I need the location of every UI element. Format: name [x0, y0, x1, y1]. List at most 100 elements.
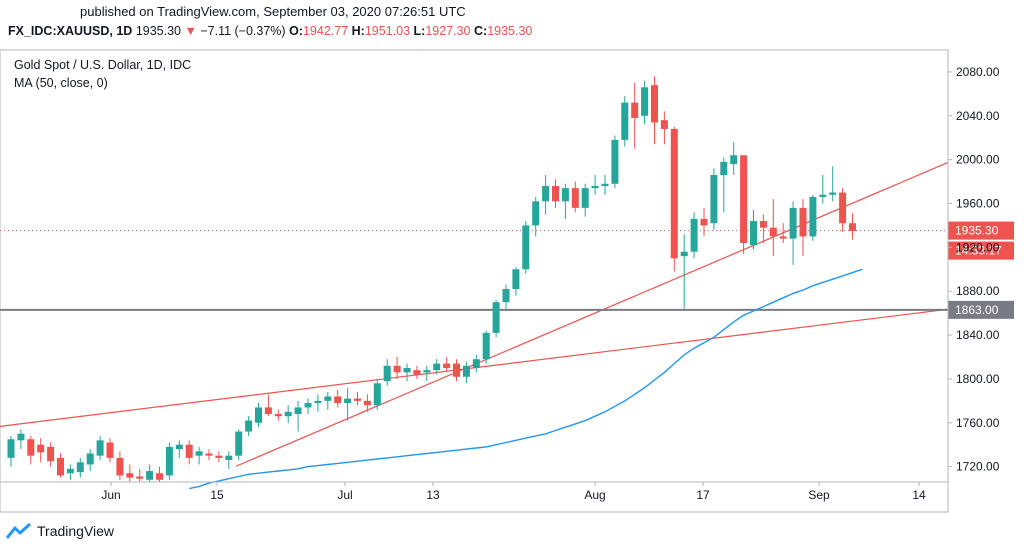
candle-body: [720, 161, 728, 175]
y-tick-label: 2040.00: [956, 109, 1000, 123]
candle-body: [740, 155, 748, 243]
countdown-tag-bg: [948, 241, 1014, 260]
tradingview-footer[interactable]: TradingView: [6, 522, 114, 540]
y-tick-label: 1840.00: [956, 328, 1000, 342]
candle-body: [809, 196, 817, 237]
x-tick-label: Aug: [584, 488, 605, 502]
candle-body: [680, 251, 688, 257]
x-tick-label: 13: [426, 488, 440, 502]
x-tick-label: Sep: [808, 488, 830, 502]
candle-body: [660, 120, 668, 129]
candle-body: [492, 302, 500, 333]
candle-body: [571, 188, 579, 208]
candle-body: [433, 363, 441, 371]
candle-body: [799, 207, 807, 237]
close-label: C:: [474, 24, 488, 38]
y-tick-label: 2080.00: [956, 65, 1000, 79]
candle-body: [849, 223, 856, 231]
candle-body: [730, 155, 738, 165]
candle-body: [7, 439, 15, 458]
last-price-tag: 1935.30: [955, 224, 999, 238]
y-tick-label: 1920.00: [956, 240, 1000, 254]
candle-body: [264, 407, 272, 415]
candle-body: [27, 439, 35, 456]
candle-body: [472, 359, 480, 368]
candle-body: [542, 185, 550, 202]
candle-body: [284, 411, 292, 417]
candle-body: [750, 221, 757, 246]
candle-body: [175, 444, 183, 450]
tradingview-brand: TradingView: [37, 523, 115, 539]
candle-body: [383, 365, 391, 382]
candle-body: [66, 468, 74, 474]
candle-body: [274, 414, 282, 417]
countdown-tag: 14:33:17: [955, 244, 1002, 258]
high-value: 1951.03: [364, 24, 411, 38]
y-tick-label: 1880.00: [956, 284, 1000, 298]
candle-body: [165, 446, 173, 476]
candle-body: [700, 218, 708, 226]
candle-body: [591, 185, 599, 189]
candle-body: [146, 471, 154, 480]
candle-body: [354, 398, 361, 401]
candle-body: [482, 332, 490, 360]
y-tick-label: 1760.00: [956, 416, 1000, 430]
trendline-2: [235, 161, 949, 467]
candle-body: [819, 194, 827, 197]
candle-body: [413, 370, 421, 375]
low-value: 1927.30: [425, 24, 471, 38]
candle-body: [126, 473, 134, 478]
y-tick-label: 2000.00: [956, 153, 1000, 167]
tradingview-logo-icon: [6, 522, 32, 539]
plot-frame: [0, 49, 949, 513]
y-tick-label: 1960.00: [956, 197, 1000, 211]
candle-body: [552, 185, 559, 202]
chart-title: Gold Spot / U.S. Dollar, 1D, IDC: [14, 58, 191, 72]
candle-body: [502, 289, 510, 303]
price-change: −7.11 (−0.37%): [200, 24, 286, 38]
low-label: L:: [413, 24, 426, 38]
candle-body: [373, 383, 381, 406]
candle-body: [789, 207, 797, 239]
candle-body: [581, 188, 589, 208]
hline-price-tag-bg: [948, 300, 1014, 319]
candle-body: [759, 221, 767, 228]
candle-body: [334, 396, 342, 404]
candle-body: [86, 453, 94, 465]
symbol-name[interactable]: FX_IDC:XAUUSD, 1D: [8, 24, 133, 38]
candle-body: [245, 420, 253, 432]
candle-body: [205, 453, 213, 456]
x-tick-label: Jun: [101, 488, 120, 502]
candle-body: [462, 365, 470, 377]
candle-body: [106, 442, 114, 458]
candle-body: [215, 455, 223, 458]
candle-body: [76, 462, 84, 473]
last-price-tag-bg: [948, 221, 1014, 240]
candle-body: [57, 457, 64, 476]
candle-body: [17, 433, 25, 441]
down-arrow-icon: ▼: [184, 24, 197, 38]
candle-body: [829, 192, 837, 195]
symbol-ohlc-bar: FX_IDC:XAUUSD, 1D 1935.30 ▼ −7.11 (−0.37…: [8, 24, 532, 38]
candle-body: [304, 403, 312, 408]
candle-body: [710, 174, 718, 224]
candle-body: [235, 431, 243, 456]
open-value: 1942.77: [302, 24, 349, 38]
candle-body: [611, 139, 619, 184]
high-label: H:: [351, 24, 365, 38]
candle-body: [641, 87, 649, 116]
candle-body: [47, 446, 55, 462]
y-tick-label: 1800.00: [956, 372, 1000, 386]
candle-body: [393, 365, 401, 373]
indicator-label[interactable]: MA (50, close, 0): [14, 76, 108, 90]
x-tick-label: Jul: [337, 488, 352, 502]
candle-body: [136, 476, 144, 479]
candle-body: [839, 192, 847, 224]
candle-body: [314, 400, 322, 404]
candle-body: [601, 183, 609, 186]
candle-body: [185, 444, 193, 458]
candle-body: [453, 363, 460, 377]
candle-body: [631, 102, 639, 118]
candle-body: [195, 451, 203, 456]
